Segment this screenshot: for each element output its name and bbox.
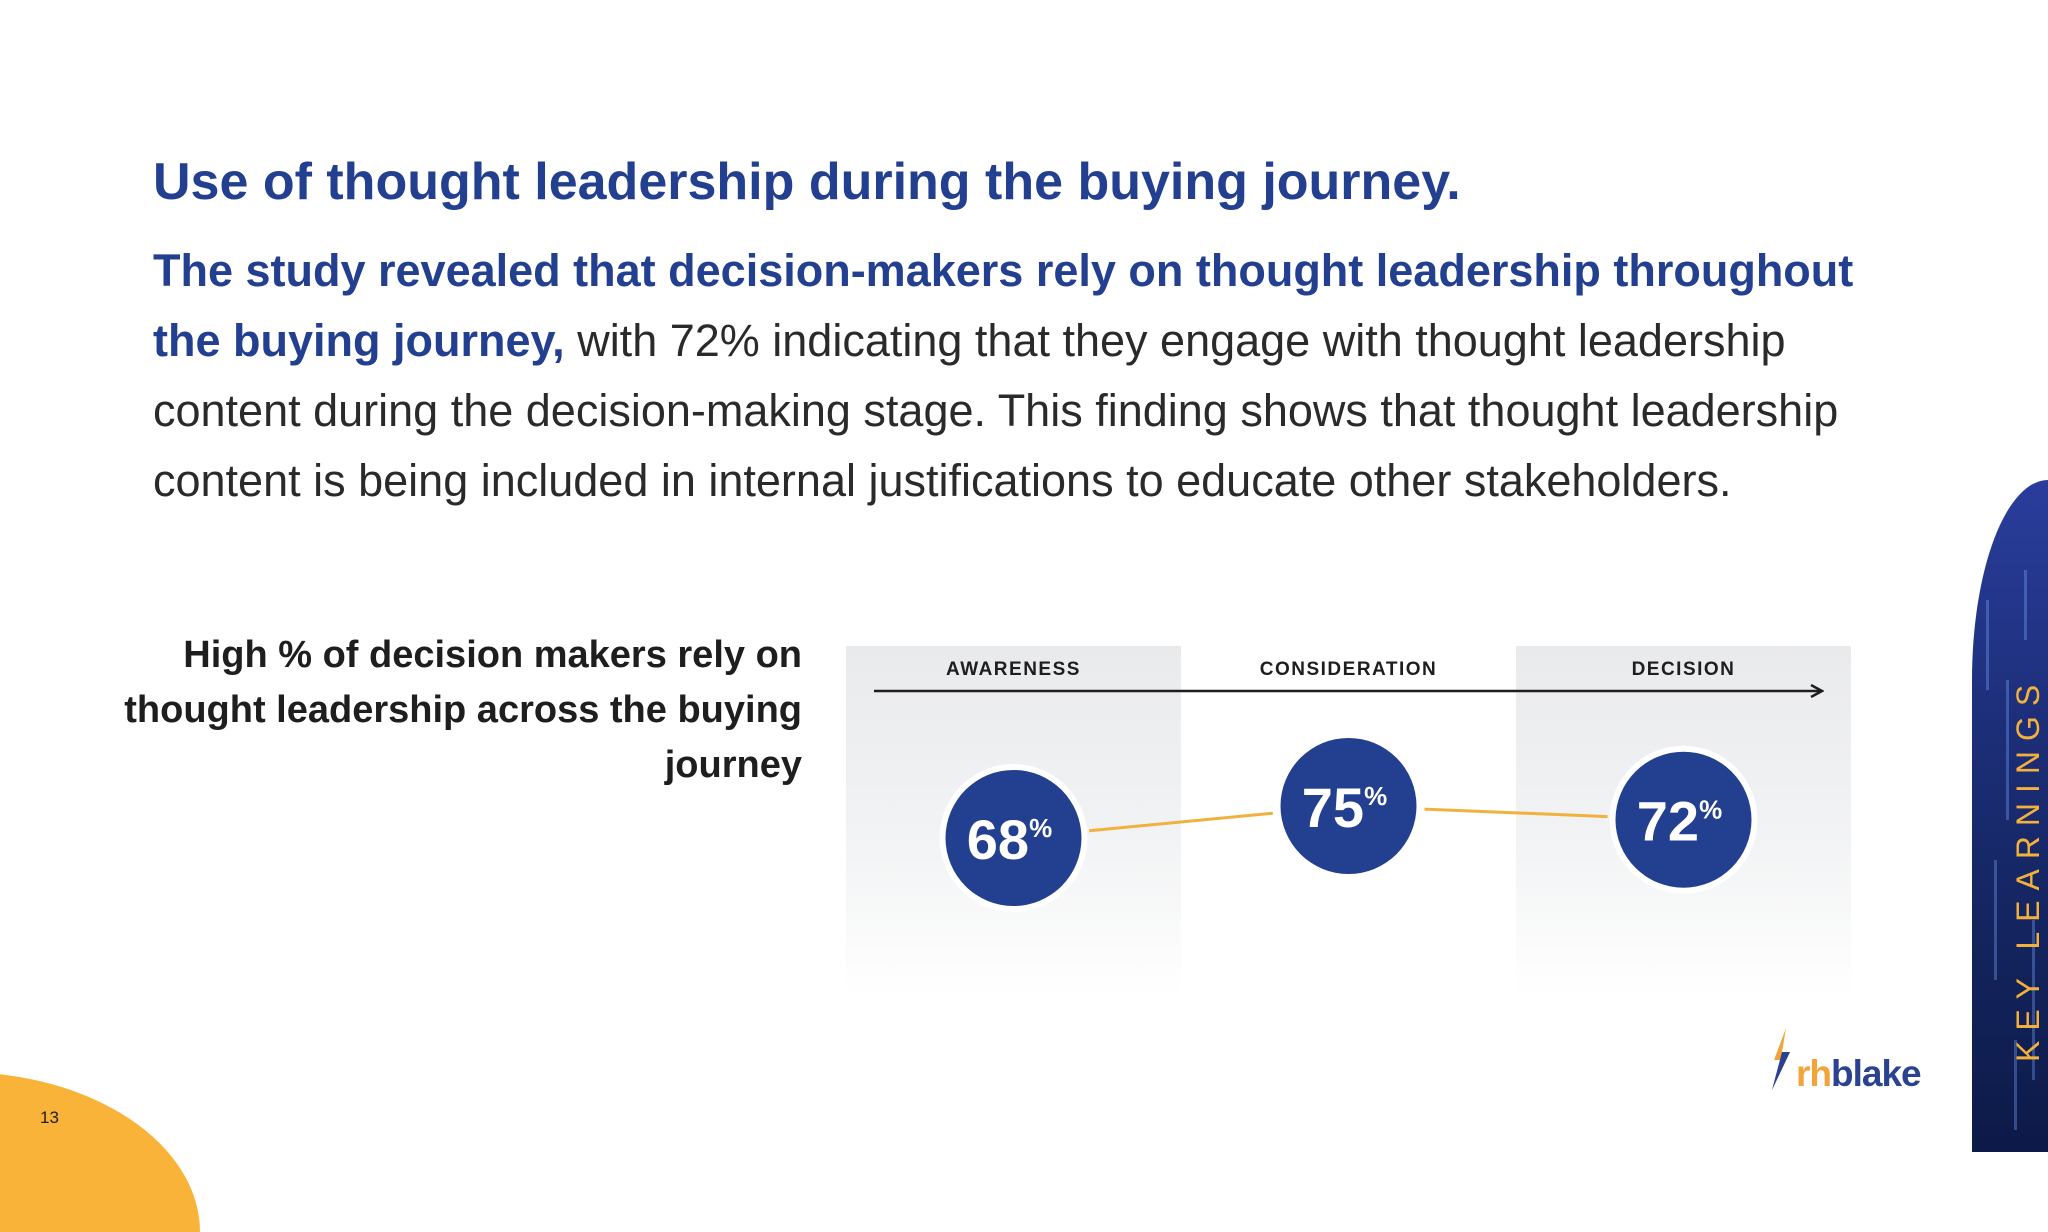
data-point <box>1280 738 1417 874</box>
side-decor-panel <box>1972 480 2048 1152</box>
journey-chart: AWARENESS CONSIDERATION DECISION 68% 75% 72% <box>846 646 1851 996</box>
category-label: AWARENESS <box>946 659 1081 680</box>
data-point <box>1615 751 1752 888</box>
logo-mark-icon <box>1772 1028 1790 1090</box>
body-paragraph: The study revealed that decision-makers … <box>153 236 1893 516</box>
data-point <box>945 770 1082 906</box>
category-label: DECISION <box>1632 659 1736 680</box>
rhblake-logo: rhblake <box>1768 1026 1924 1092</box>
data-label: 68% <box>967 808 1052 871</box>
data-label: 75% <box>1302 776 1387 839</box>
body-rest: with 72% indicating that they engage wit… <box>153 315 1839 506</box>
logo-text: rhblake <box>1796 1053 1922 1094</box>
page-number: 13 <box>40 1108 59 1127</box>
category-label: CONSIDERATION <box>1260 659 1437 680</box>
page-title: Use of thought leadership during the buy… <box>153 153 1461 211</box>
body-lead: The study revealed that decision-makers … <box>153 245 1854 366</box>
side-label: KEY LEARNINGS <box>2010 674 2046 1062</box>
data-label: 72% <box>1637 790 1722 853</box>
series-line-segment <box>1424 807 1608 819</box>
series-line-segment <box>1089 811 1273 833</box>
chart-title: High % of decision makers rely on though… <box>124 634 802 786</box>
